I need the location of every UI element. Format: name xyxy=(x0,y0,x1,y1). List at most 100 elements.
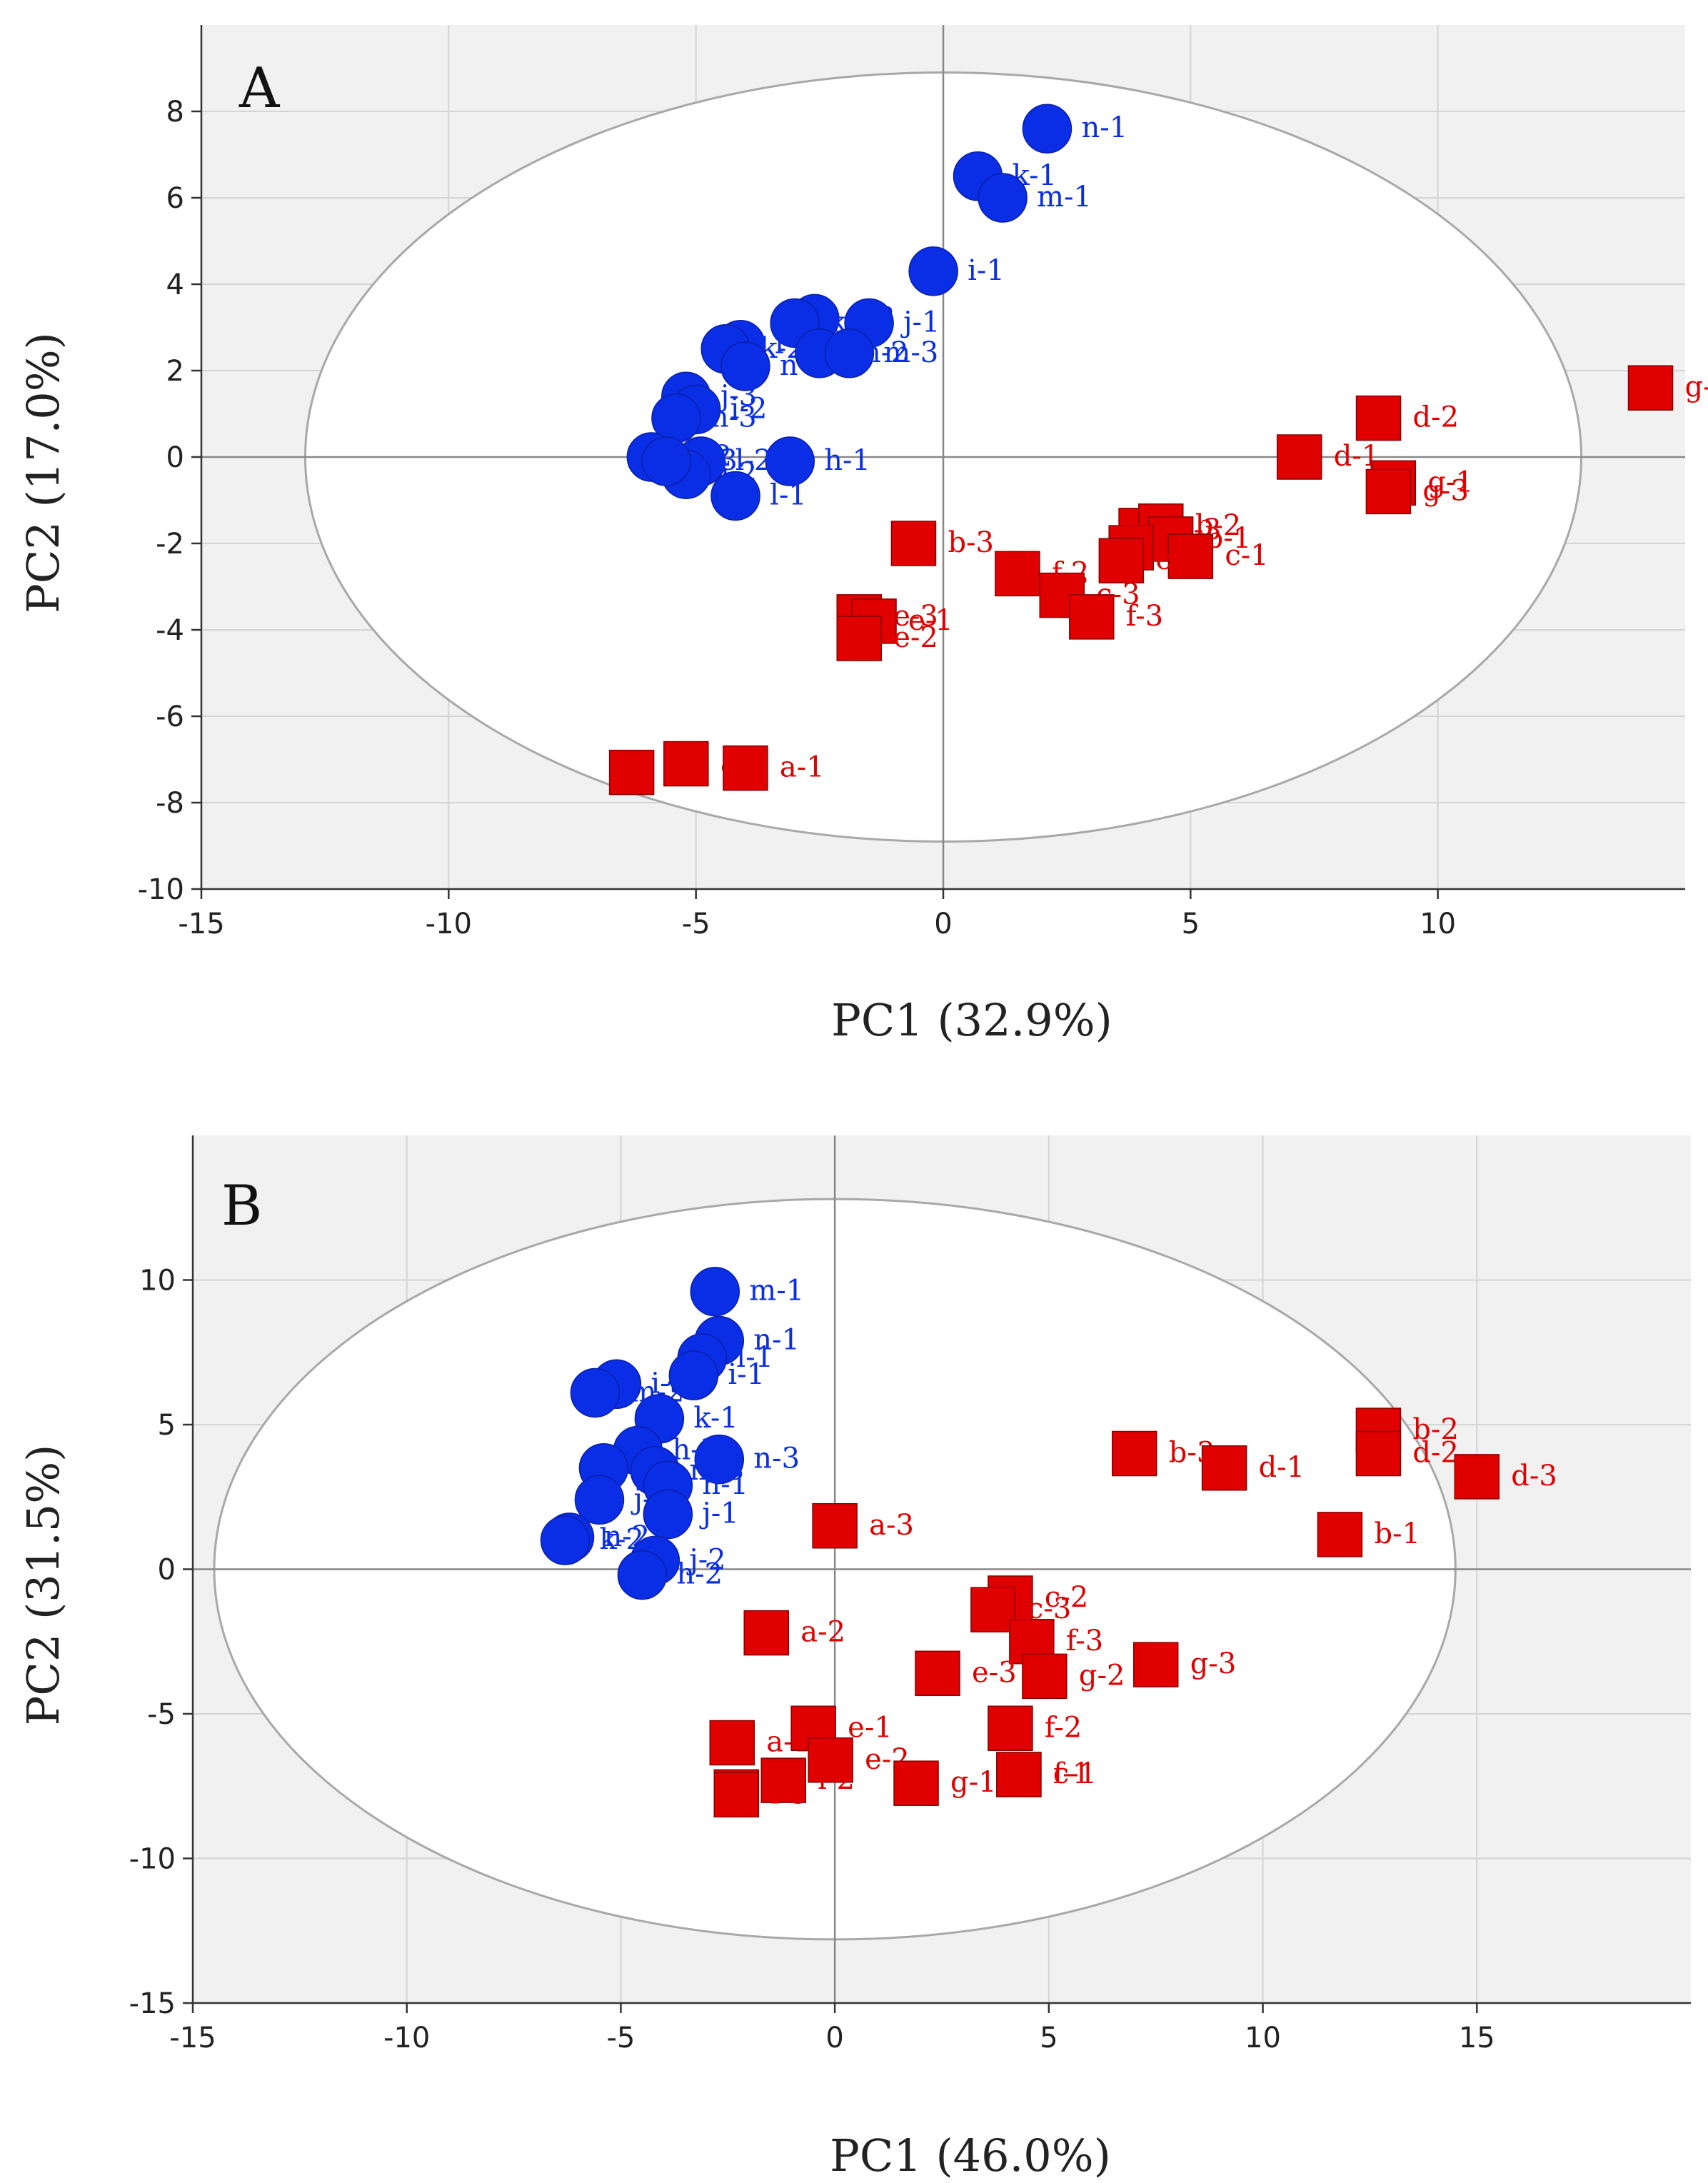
point-label-b-1: b-1 xyxy=(1374,1517,1420,1550)
x-tick-label: -5 xyxy=(682,908,710,940)
x-tick-label: -10 xyxy=(426,908,472,940)
point-label-a-2: a-2 xyxy=(800,1616,845,1649)
point-label-c-1: c-1 xyxy=(1225,539,1268,572)
point-label-a-1: a-1 xyxy=(780,751,825,784)
point-label-h-2: h-2 xyxy=(676,1558,723,1591)
y-tick-label: 0 xyxy=(158,1554,176,1587)
data-point-n-1 xyxy=(1022,104,1072,154)
y-tick-label: -2 xyxy=(156,528,184,561)
data-point-a-3 xyxy=(812,1503,858,1549)
point-label-l-1: l-1 xyxy=(770,1775,808,1807)
point-label-j-1: j-1 xyxy=(699,1497,738,1530)
x-axis-title: PC1 (32.9%) xyxy=(831,994,1112,1046)
point-label-e-3: e-3 xyxy=(972,1656,1017,1689)
data-point-f-3 xyxy=(1069,594,1115,640)
data-point-c-1 xyxy=(996,1752,1042,1797)
y-tick-label: -5 xyxy=(147,1698,176,1731)
point-label-m-3: m-3 xyxy=(883,336,938,369)
point-label-n-2: n-2 xyxy=(780,349,826,382)
point-label-h-1: h-1 xyxy=(824,444,870,477)
point-label-h-3: h-3 xyxy=(710,401,757,434)
data-point-g-3 xyxy=(1132,1642,1179,1687)
point-label-d-2: d-2 xyxy=(1412,1437,1459,1470)
point-label-c-1: c-1 xyxy=(1053,1757,1097,1790)
x-tick-label: 0 xyxy=(825,2022,843,2054)
point-label-l-2: l-2 xyxy=(735,444,773,477)
point-label-l-2: l-2 xyxy=(818,1763,855,1796)
point-label-h-1: h-1 xyxy=(702,1468,748,1501)
data-point-e-2 xyxy=(836,616,882,661)
point-label-i-1: i-1 xyxy=(968,254,1005,287)
point-label-g-3: g-3 xyxy=(1190,1647,1237,1680)
point-label-d-3: d-3 xyxy=(1511,1460,1557,1492)
data-point-d-3 xyxy=(1454,1454,1500,1500)
data-point-l-3 xyxy=(713,1772,760,1818)
point-label-f-2: f-2 xyxy=(1045,1711,1082,1744)
data-point-b-3 xyxy=(890,521,937,566)
point-label-j-3: j-3 xyxy=(718,379,757,412)
point-label-n-3: n-3 xyxy=(753,1442,800,1475)
point-label-e-1: e-1 xyxy=(908,604,953,637)
data-point-j-1 xyxy=(643,1489,693,1540)
data-point-l-2 xyxy=(760,1757,806,1803)
y-tick-label: 2 xyxy=(166,355,184,388)
point-label-g-2: g-2 xyxy=(1079,1659,1125,1692)
data-point-b-3 xyxy=(1111,1430,1157,1477)
y-tick-label: 10 xyxy=(139,1265,176,1298)
data-point-k-2 xyxy=(540,1515,591,1565)
data-point-n-2 xyxy=(720,341,770,391)
data-point-g-1 xyxy=(893,1760,939,1806)
point-label-i-1: i-1 xyxy=(728,1358,765,1391)
point-label-g-2: g-2 xyxy=(1685,371,1708,403)
y-axis-title: PC2 (17.0%) xyxy=(17,332,69,613)
data-point-f-2 xyxy=(988,1705,1033,1751)
point-label-f-1: f-1 xyxy=(1053,1757,1090,1790)
data-point-d-1 xyxy=(1276,434,1322,480)
y-tick-label: -6 xyxy=(156,701,184,733)
point-label-i-2: i-2 xyxy=(730,392,768,425)
data-point-l-3 xyxy=(641,436,691,486)
point-label-k-1: k-1 xyxy=(693,1402,738,1435)
panel-letter: A xyxy=(238,56,281,121)
y-tick-label: 0 xyxy=(166,441,184,474)
point-label-g-1: g-1 xyxy=(1427,466,1474,498)
x-tick-label: 0 xyxy=(934,908,952,940)
point-label-c-2: c-2 xyxy=(1155,543,1199,576)
data-point-l-1 xyxy=(710,471,760,521)
data-point-a-1 xyxy=(709,1720,755,1766)
data-point-e-3 xyxy=(915,1650,960,1697)
data-point-b-1 xyxy=(1317,1512,1363,1557)
point-label-e-1: e-1 xyxy=(848,1711,893,1744)
point-label-a-3: a-3 xyxy=(869,1509,914,1542)
x-tick-label: 10 xyxy=(1245,2022,1281,2054)
y-tick-label: -10 xyxy=(129,1843,176,1876)
point-label-m-3: m-3 xyxy=(689,1454,744,1487)
data-point-c-3 xyxy=(970,1587,1016,1632)
data-point-i-1 xyxy=(668,1350,719,1400)
x-tick-label: 10 xyxy=(1420,908,1456,940)
data-point-h-1 xyxy=(765,436,815,486)
y-tick-label: -4 xyxy=(156,614,184,647)
point-label-l-1: l-1 xyxy=(736,1341,773,1374)
point-label-b-3: b-3 xyxy=(948,526,994,559)
y-tick-label: -8 xyxy=(156,787,184,820)
data-point-a-2 xyxy=(743,1610,789,1656)
point-label-g-3: g-3 xyxy=(1422,474,1469,507)
x-tick-label: 15 xyxy=(1459,2022,1495,2054)
data-point-g-2 xyxy=(1022,1653,1068,1700)
point-label-m-1: m-1 xyxy=(749,1275,804,1308)
point-label-d-2: d-2 xyxy=(1413,401,1460,434)
data-point-j-3 xyxy=(574,1475,625,1525)
y-tick-label: 8 xyxy=(166,96,184,129)
point-label-f-3: f-3 xyxy=(1066,1625,1103,1657)
point-label-c-2: c-2 xyxy=(1045,1581,1088,1614)
y-tick-label: 5 xyxy=(158,1409,176,1442)
x-tick-label: 5 xyxy=(1040,2022,1058,2054)
data-point-g-2 xyxy=(1627,365,1674,411)
y-tick-label: -15 xyxy=(129,1987,176,2020)
data-point-m-3 xyxy=(824,328,875,378)
data-point-n-3 xyxy=(694,1434,745,1485)
data-point-h-2 xyxy=(617,1550,668,1600)
